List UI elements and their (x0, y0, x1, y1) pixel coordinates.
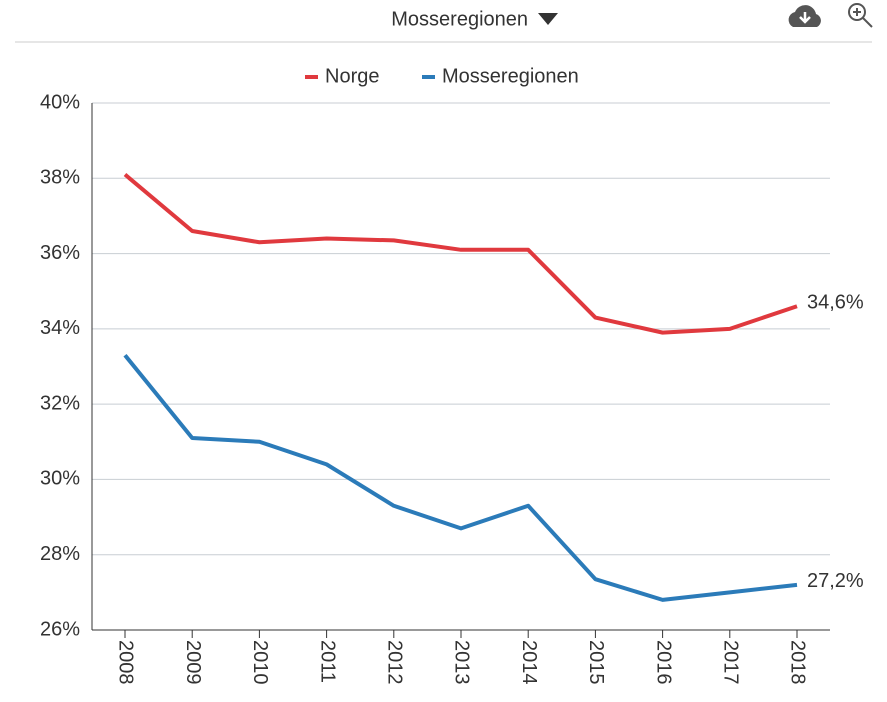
y-tick-label: 30% (40, 468, 80, 490)
y-tick-label: 36% (40, 242, 80, 264)
x-tick-label: 2012 (384, 640, 406, 685)
data-label: 34,6% (807, 292, 864, 314)
x-tick-label: 2018 (787, 640, 809, 685)
region-selector[interactable]: Mosseregionen (391, 8, 528, 30)
x-tick-label: 2017 (720, 640, 742, 685)
y-tick-label: 40% (40, 91, 80, 113)
x-tick-label: 2016 (652, 640, 674, 685)
download-icon[interactable] (788, 5, 821, 27)
x-tick-label: 2009 (182, 640, 204, 685)
legend-label: Norge (325, 65, 379, 87)
x-tick-label: 2015 (585, 640, 607, 685)
series-line (123, 172, 798, 335)
y-tick-label: 34% (40, 317, 80, 339)
dropdown-arrow[interactable] (538, 13, 558, 25)
legend-label: Mosseregionen (442, 65, 579, 87)
y-tick-label: 28% (40, 543, 80, 565)
x-tick-label: 2010 (249, 640, 271, 685)
x-tick-label: 2011 (316, 640, 338, 683)
x-tick-label: 2014 (518, 640, 540, 685)
x-tick-label: 2008 (115, 640, 137, 685)
y-tick-label: 38% (40, 167, 80, 189)
y-tick-label: 32% (40, 392, 80, 414)
series-line (123, 353, 798, 602)
data-label: 27,2% (807, 570, 864, 592)
x-tick-label: 2013 (451, 640, 473, 685)
y-tick-label: 26% (40, 618, 80, 640)
zoom-icon[interactable] (848, 3, 873, 28)
